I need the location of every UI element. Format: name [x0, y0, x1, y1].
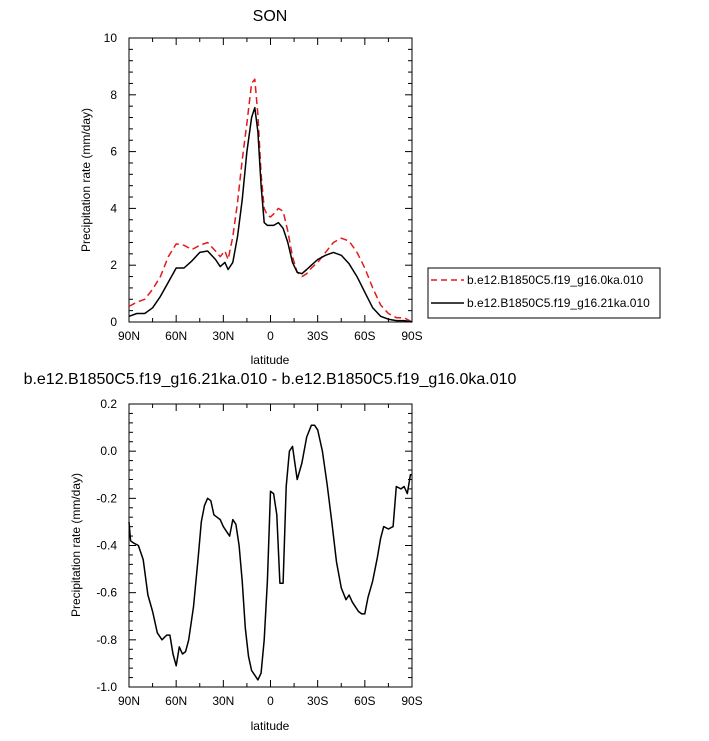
top-series-line-0 [128, 78, 413, 323]
bottom-x-tick-label: 60S [354, 694, 375, 708]
top-axis-ticks: 90N 60N 30N 0 30S 60S 90S 0 2 4 6 8 10 [104, 31, 423, 343]
bottom-x-axis-label: latitude [251, 719, 290, 733]
top-series-line-1 [128, 106, 413, 323]
legend: b.e12.B1850C5.f19_g16.0ka.010 b.e12.B185… [427, 267, 661, 319]
top-x-tick-label: 90S [401, 329, 422, 343]
difference-panel: b.e12.B1850C5.f19_g16.21ka.010 - b.e12.B… [24, 371, 517, 733]
bottom-x-tick-label: 30S [307, 694, 328, 708]
bottom-series-line-0 [128, 424, 412, 681]
bottom-y-tick-label: -1.0 [96, 680, 117, 694]
bottom-x-tick-label: 90S [401, 694, 422, 708]
bottom-chart-title: b.e12.B1850C5.f19_g16.21ka.010 - b.e12.B… [24, 371, 517, 388]
bottom-x-tick-label: 60N [165, 694, 187, 708]
top-y-tick-label: 4 [110, 201, 117, 215]
top-y-tick-label: 2 [110, 258, 117, 272]
top-x-tick-label: 90N [118, 329, 140, 343]
top-plot-frame [128, 37, 413, 323]
top-x-tick-label: 60S [354, 329, 375, 343]
top-chart-title: SON [253, 8, 288, 25]
bottom-y-tick-label: 0.2 [100, 397, 117, 411]
top-x-axis-label: latitude [251, 353, 290, 367]
top-series-group [128, 78, 413, 323]
bottom-axis-ticks: 90N 60N 30N 0 30S 60S 90S -1.0 -0.8 -0.6 -0.4 -0.2 0… [96, 397, 422, 708]
top-x-tick-label: 60N [165, 329, 187, 343]
legend-box [427, 267, 661, 319]
top-y-tick-label: 8 [110, 88, 117, 102]
bottom-y-tick-label: -0.6 [96, 586, 117, 600]
top-x-tick-label: 0 [267, 329, 274, 343]
bottom-y-tick-label: -0.4 [96, 539, 117, 553]
top-y-axis-label: Precipitation rate (mm/day) [79, 108, 93, 252]
bottom-x-tick-label: 0 [267, 694, 274, 708]
bottom-series-group [128, 424, 412, 681]
legend-label-0ka: b.e12.B1850C5.f19_g16.0ka.010 [467, 273, 643, 287]
bottom-y-axis-label: Precipitation rate (mm/day) [69, 473, 83, 617]
bottom-y-tick-label: 0.0 [100, 444, 117, 458]
bottom-y-tick-label: -0.2 [96, 491, 117, 505]
legend-label-21ka: b.e12.B1850C5.f19_g16.21ka.010 [467, 296, 650, 310]
bottom-y-tick-label: -0.8 [96, 633, 117, 647]
bottom-x-tick-label: 90N [118, 694, 140, 708]
top-y-tick-label: 10 [104, 31, 118, 45]
top-x-tick-label: 30N [212, 329, 234, 343]
top-x-tick-label: 30S [307, 329, 328, 343]
top-y-tick-label: 6 [110, 145, 117, 159]
top-y-tick-label: 0 [110, 315, 117, 329]
bottom-x-tick-label: 30N [212, 694, 234, 708]
